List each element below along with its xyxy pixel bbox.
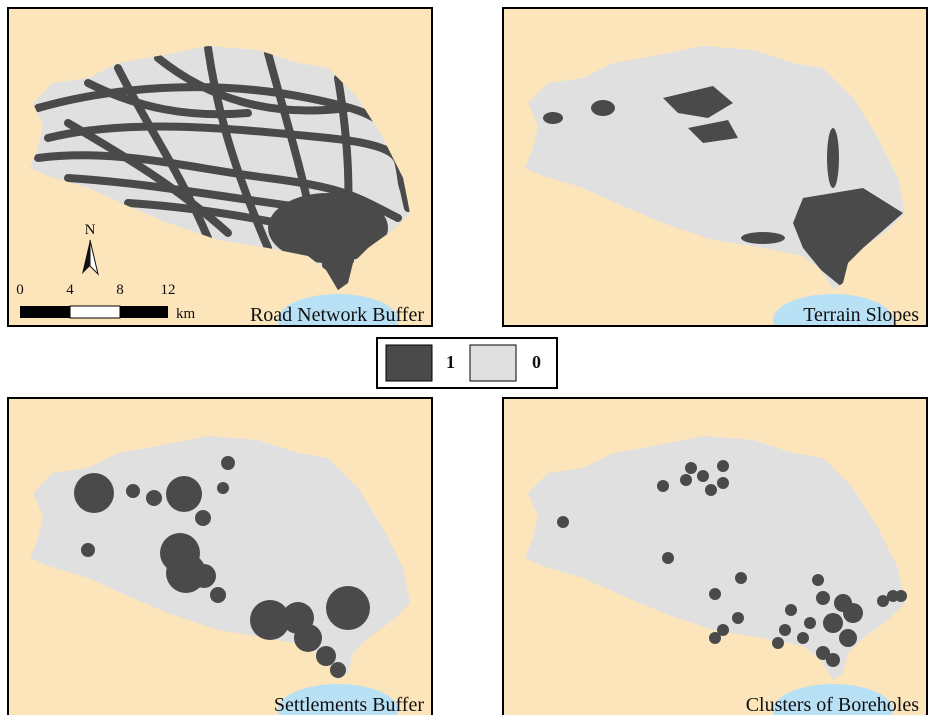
panel-slopes: Terrain Slopes [503,8,927,346]
panel-title: Clusters of Boreholes [746,694,920,715]
legend-label: 1 [446,352,455,372]
scale-label: 12 [161,282,176,298]
panel-title: Settlements Buffer [274,694,424,715]
map-figure: N 0 4 8 12 km Road Network Buffer [0,0,930,715]
panel-boreholes: Clusters of Boreholes [503,398,927,715]
legend-label: 0 [532,352,541,372]
legend-swatch [470,345,516,381]
panel-roads: N 0 4 8 12 km Road Network Buffer [8,8,432,346]
scale-label: 4 [66,282,74,298]
legend: 1 0 [377,338,557,388]
scale-label: 8 [116,282,124,298]
scale-label: 0 [16,282,24,298]
scale-unit: km [176,306,196,322]
panel-title: Terrain Slopes [803,304,919,326]
legend-swatch [386,345,432,381]
panel-title: Road Network Buffer [250,304,424,326]
north-label: N [85,222,96,238]
panel-settlements: Settlements Buffer [8,398,432,715]
